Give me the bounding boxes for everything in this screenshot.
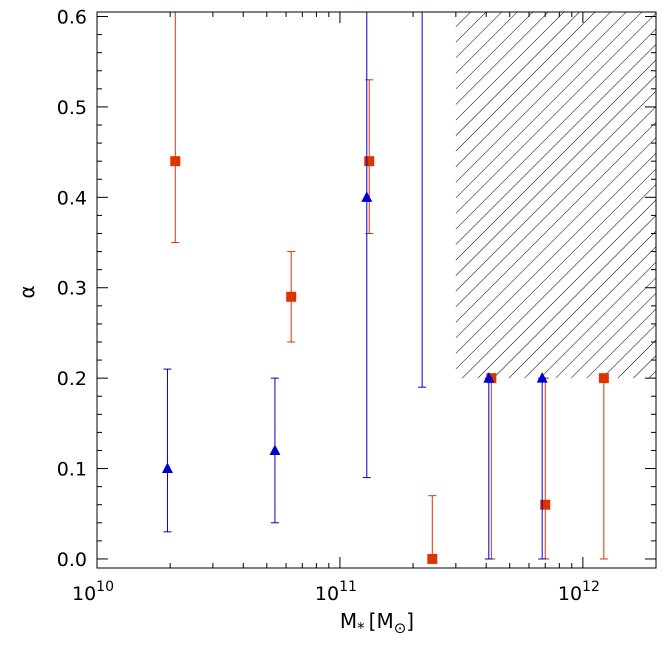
square-marker xyxy=(598,373,609,384)
red-square-point-3 xyxy=(364,79,375,234)
x-axis-label-unit-close: ] xyxy=(406,609,414,633)
triangle-marker xyxy=(161,462,173,474)
x-tick-label: 1012 xyxy=(558,579,600,605)
x-tick-base: 10 xyxy=(558,583,582,605)
triangle-marker xyxy=(269,444,281,455)
y-tick-label: 0.1 xyxy=(57,459,87,481)
red-square-point-5 xyxy=(486,373,497,560)
blue-triangle-point-3 xyxy=(361,12,373,479)
hatched-region xyxy=(455,12,656,379)
x-tick-exponent: 12 xyxy=(582,579,600,595)
y-tick-label: 0.5 xyxy=(57,97,87,119)
triangle-marker xyxy=(483,372,495,383)
plot-frame xyxy=(96,11,657,569)
blue-triangle-point-2 xyxy=(269,377,281,524)
y-tick-label: 0.3 xyxy=(57,278,87,300)
x-axis-label: M* [M⊙] xyxy=(340,609,414,637)
red-square-point-7 xyxy=(598,373,609,560)
x-axis-label-sub: * xyxy=(357,619,365,637)
triangle-marker xyxy=(361,191,373,202)
red-square-point-2 xyxy=(286,251,297,343)
square-marker xyxy=(540,499,551,510)
square-marker xyxy=(286,291,297,302)
blue-triangle-point-4 xyxy=(418,12,427,388)
y-tick-label: 0.6 xyxy=(57,7,87,29)
x-tick-exponent: 10 xyxy=(96,579,114,595)
y-tick-label: 0.4 xyxy=(57,187,87,209)
x-axis-label-unit-open: [M xyxy=(369,609,394,633)
x-axis-label-m: M xyxy=(340,609,357,633)
x-axis-label-unit-sub: ⊙ xyxy=(394,619,407,637)
blue-triangle-point-1 xyxy=(161,368,173,533)
y-tick-label: 0.0 xyxy=(57,549,87,571)
blue-triangle-point-5 xyxy=(483,372,495,560)
square-marker xyxy=(427,553,438,564)
x-tick-exponent: 11 xyxy=(339,579,357,595)
y-tick-label: 0.2 xyxy=(57,368,87,390)
square-marker xyxy=(364,156,375,167)
triangle-marker xyxy=(536,372,548,383)
x-tick-base: 10 xyxy=(315,583,339,605)
blue-triangle-point-6 xyxy=(536,372,548,560)
x-tick-label: 1011 xyxy=(315,579,357,605)
x-tick-base: 10 xyxy=(72,583,96,605)
y-axis-label: α xyxy=(15,285,39,298)
square-marker xyxy=(170,156,181,167)
x-tick-label: 1010 xyxy=(72,579,114,605)
red-square-point-1 xyxy=(170,12,181,244)
red-square-point-4 xyxy=(427,495,438,564)
